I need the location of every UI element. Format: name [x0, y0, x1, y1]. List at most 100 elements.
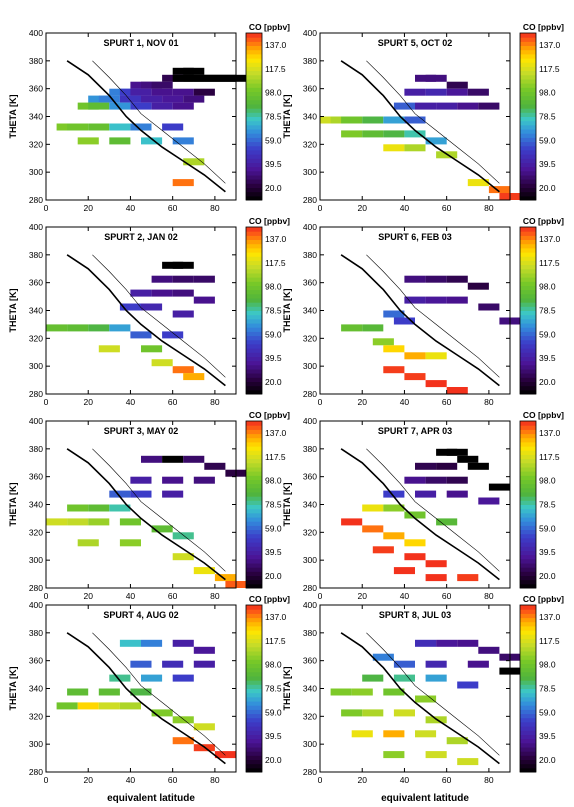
colorbar-segment	[246, 323, 262, 328]
heatmap-cell	[404, 144, 426, 152]
colorbar-segment	[520, 58, 536, 63]
thin-reference-line	[92, 254, 226, 378]
colorbar-segment	[246, 563, 262, 568]
x-tick-label: 80	[484, 203, 494, 213]
heatmap-cell	[404, 553, 426, 561]
colorbar-segment	[246, 112, 262, 117]
colorbar-segment	[246, 521, 262, 526]
panel-6: 0 20 40 60 80 280 300 320 340 360 380 400 SPURT 7, A…	[282, 410, 564, 601]
heatmap-cell	[162, 331, 184, 339]
colorbar-segment	[520, 738, 536, 744]
heatmap-cell	[446, 737, 468, 745]
colorbar-segment	[520, 335, 536, 341]
y-axis-label: THETA [K]	[282, 667, 292, 711]
heatmap-cell	[383, 116, 405, 124]
y-tick-label: 360	[303, 656, 317, 666]
heatmap-cell	[478, 497, 500, 505]
heatmap-cell	[172, 310, 194, 318]
colorbar-segment	[246, 554, 262, 560]
heatmap-cell	[172, 737, 194, 745]
heatmap-cell	[351, 730, 373, 738]
colorbar-segment	[246, 53, 262, 59]
heatmap-cell	[415, 639, 437, 647]
panel-4: 0 20 40 60 80 280 300 320 340 360 380 400 SPURT 6, F…	[282, 216, 564, 407]
heatmap-cell	[457, 758, 479, 766]
heatmap-cell	[425, 574, 447, 582]
heatmap-cell	[119, 95, 141, 103]
y-tick-label: 280	[303, 389, 317, 399]
heatmap-cell	[393, 674, 415, 682]
x-axis-label-right: equivalent latitude	[381, 793, 469, 804]
tropopause-line	[66, 632, 226, 765]
colorbar-segment	[246, 339, 262, 345]
colorbar-tick-label: 137.0	[539, 612, 561, 622]
heatmap-cell	[88, 324, 110, 332]
colorbar-segment	[520, 521, 536, 526]
colorbar-segment	[246, 195, 262, 201]
colorbar-segment	[520, 554, 536, 560]
y-tick-label: 400	[303, 28, 317, 38]
colorbar-segment	[520, 239, 536, 245]
heatmap-cell	[130, 88, 152, 96]
heatmap-cell	[98, 688, 120, 696]
colorbar-frame	[245, 420, 263, 589]
colorbar-segment	[520, 191, 536, 197]
heatmap-cell	[393, 660, 415, 668]
heatmap-cell	[88, 504, 110, 512]
colorbar-segment	[520, 183, 536, 188]
colorbar-segment	[246, 605, 262, 610]
heatmap-cell	[488, 186, 510, 194]
y-tick-label: 380	[29, 250, 43, 260]
y-tick-label: 300	[303, 167, 317, 177]
colorbar-tick-label: 59.0	[265, 329, 282, 339]
x-tick-label: 20	[357, 591, 367, 601]
colorbar-segment	[520, 381, 536, 387]
x-tick-label: 20	[357, 775, 367, 785]
colorbar-segment	[246, 496, 262, 501]
colorbar-segment	[520, 252, 536, 257]
colorbar-segment	[246, 483, 262, 489]
colorbar-segment	[520, 356, 536, 362]
x-tick-label: 40	[400, 397, 410, 407]
colorbar-segment	[246, 235, 262, 240]
x-tick-label: 60	[168, 397, 178, 407]
panel-title: SPURT 6, FEB 03	[378, 232, 452, 242]
heatmap-cell	[109, 123, 131, 131]
panel-5: 0 20 40 60 80 280 300 320 340 360 380 400 SPURT 3, M…	[8, 410, 290, 601]
colorbar-segment	[520, 272, 536, 278]
colorbar-segment	[520, 759, 536, 765]
y-tick-label: 340	[303, 500, 317, 510]
heatmap-cell	[141, 345, 163, 353]
colorbar-segment	[246, 318, 262, 324]
heatmap-cell	[141, 303, 163, 311]
panel-3: 0 20 40 60 80 280 300 320 340 360 380 400 SPURT 2, J…	[8, 216, 290, 407]
colorbar-segment	[246, 364, 262, 370]
heatmap-cell	[341, 116, 363, 124]
colorbar-tick-label: 137.0	[265, 40, 287, 50]
colorbar-segment	[520, 352, 536, 357]
heatmap-cell	[88, 123, 110, 131]
colorbar-segment	[520, 331, 536, 337]
colorbar-frame	[245, 604, 263, 773]
colorbar-segment	[246, 642, 262, 648]
y-tick-label: 400	[29, 28, 43, 38]
colorbar-segment	[246, 730, 262, 735]
colorbar-tick-label: 78.5	[539, 112, 556, 122]
colorbar-tick-label: 39.5	[539, 159, 556, 169]
colorbar-tick-label: 78.5	[265, 684, 282, 694]
tropopause-line	[66, 60, 226, 193]
colorbar-segment	[246, 252, 262, 257]
colorbar-segment	[520, 154, 536, 159]
colorbar-segment	[246, 149, 262, 155]
colorbar-segment	[520, 264, 536, 270]
colorbar-tick-label: 20.0	[539, 183, 556, 193]
colorbar-tick-label: 59.0	[539, 135, 556, 145]
colorbar-segment	[246, 268, 262, 274]
heatmap-cell	[446, 387, 468, 394]
heatmap-cell	[46, 518, 68, 526]
panel-2: 0 20 40 60 80 280 300 320 340 360 380 400 SPURT 5, O…	[282, 22, 564, 213]
colorbar-segment	[246, 389, 262, 395]
colorbar-segment	[246, 487, 262, 493]
colorbar-segment	[246, 356, 262, 362]
colorbar-frame	[519, 32, 537, 201]
